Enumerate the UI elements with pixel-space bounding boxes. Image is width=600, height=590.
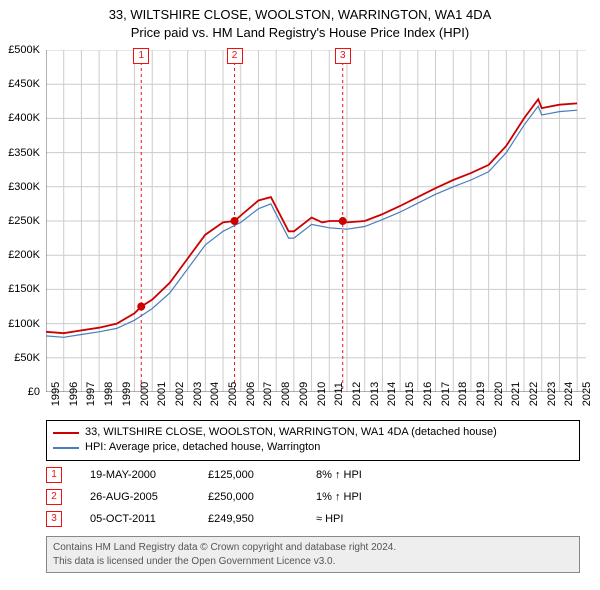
legend-row: 33, WILTSHIRE CLOSE, WOOLSTON, WARRINGTO…: [53, 425, 573, 440]
xtick-label: 2001: [156, 382, 168, 406]
ytick-label: £300K: [8, 181, 40, 193]
page: 33, WILTSHIRE CLOSE, WOOLSTON, WARRINGTO…: [0, 0, 600, 590]
ytick-label: £250K: [8, 215, 40, 227]
xtick-label: 2023: [546, 382, 558, 406]
xtick-label: 2010: [316, 382, 328, 406]
xtick-label: 2008: [280, 382, 292, 406]
sales-table: 1 19-MAY-2000 £125,000 8% ↑ HPI 2 26-AUG…: [46, 464, 406, 530]
sale-hpi: 8% ↑ HPI: [316, 469, 406, 481]
title-address: 33, WILTSHIRE CLOSE, WOOLSTON, WARRINGTO…: [0, 6, 600, 24]
ytick-label: £200K: [8, 249, 40, 261]
xtick-label: 2013: [369, 382, 381, 406]
xtick-label: 2025: [581, 382, 593, 406]
ytick-label: £350K: [8, 147, 40, 159]
xtick-label: 2006: [245, 382, 257, 406]
ytick-label: £150K: [8, 283, 40, 295]
chart-svg: [46, 50, 586, 392]
ytick-label: £450K: [8, 78, 40, 90]
sale-date: 26-AUG-2005: [90, 491, 180, 503]
legend-swatch: [53, 432, 79, 434]
xtick-label: 1996: [68, 382, 80, 406]
ytick-label: £100K: [8, 318, 40, 330]
xtick-label: 2018: [457, 382, 469, 406]
title-subtitle: Price paid vs. HM Land Registry's House …: [0, 24, 600, 42]
chart-marker-box: 1: [133, 48, 149, 64]
chart-marker-box: 3: [335, 48, 351, 64]
xtick-label: 2024: [563, 382, 575, 406]
xtick-label: 2019: [475, 382, 487, 406]
sale-date: 19-MAY-2000: [90, 469, 180, 481]
xtick-label: 2007: [262, 382, 274, 406]
sale-hpi: 1% ↑ HPI: [316, 491, 406, 503]
xtick-label: 2005: [227, 382, 239, 406]
chart: £0£50K£100K£150K£200K£250K£300K£350K£400…: [46, 50, 586, 392]
xtick-label: 2000: [139, 382, 151, 406]
xtick-label: 1999: [121, 382, 133, 406]
xtick-label: 1995: [50, 382, 62, 406]
legend-swatch: [53, 447, 79, 449]
sale-hpi: ≈ HPI: [316, 513, 406, 525]
xtick-label: 2022: [528, 382, 540, 406]
sale-marker-box: 2: [46, 489, 62, 505]
legend-row: HPI: Average price, detached house, Warr…: [53, 440, 573, 455]
ytick-label: £50K: [14, 352, 40, 364]
footer-line: Contains HM Land Registry data © Crown c…: [53, 541, 573, 555]
xtick-label: 2021: [510, 382, 522, 406]
footer: Contains HM Land Registry data © Crown c…: [46, 536, 580, 573]
xtick-label: 2012: [351, 382, 363, 406]
sales-row: 1 19-MAY-2000 £125,000 8% ↑ HPI: [46, 464, 406, 486]
xtick-label: 1997: [85, 382, 97, 406]
ytick-label: £500K: [8, 44, 40, 56]
sale-marker-box: 1: [46, 467, 62, 483]
footer-line: This data is licensed under the Open Gov…: [53, 555, 573, 569]
sale-marker-box: 3: [46, 511, 62, 527]
legend: 33, WILTSHIRE CLOSE, WOOLSTON, WARRINGTO…: [46, 420, 580, 461]
xtick-label: 2016: [422, 382, 434, 406]
sales-row: 2 26-AUG-2005 £250,000 1% ↑ HPI: [46, 486, 406, 508]
sale-price: £125,000: [208, 469, 288, 481]
xtick-label: 2017: [440, 382, 452, 406]
chart-marker-box: 2: [227, 48, 243, 64]
xtick-label: 2020: [493, 382, 505, 406]
xtick-label: 2004: [209, 382, 221, 406]
sale-price: £249,950: [208, 513, 288, 525]
xtick-label: 2014: [386, 382, 398, 406]
xtick-label: 2015: [404, 382, 416, 406]
xtick-label: 2002: [174, 382, 186, 406]
sale-date: 05-OCT-2011: [90, 513, 180, 525]
ytick-label: £0: [28, 386, 40, 398]
sale-price: £250,000: [208, 491, 288, 503]
ytick-label: £400K: [8, 112, 40, 124]
title-block: 33, WILTSHIRE CLOSE, WOOLSTON, WARRINGTO…: [0, 0, 600, 41]
sales-row: 3 05-OCT-2011 £249,950 ≈ HPI: [46, 508, 406, 530]
xtick-label: 2003: [192, 382, 204, 406]
xtick-label: 2009: [298, 382, 310, 406]
legend-label: HPI: Average price, detached house, Warr…: [85, 440, 320, 455]
xtick-label: 1998: [103, 382, 115, 406]
xtick-label: 2011: [333, 382, 345, 406]
legend-label: 33, WILTSHIRE CLOSE, WOOLSTON, WARRINGTO…: [85, 425, 497, 440]
